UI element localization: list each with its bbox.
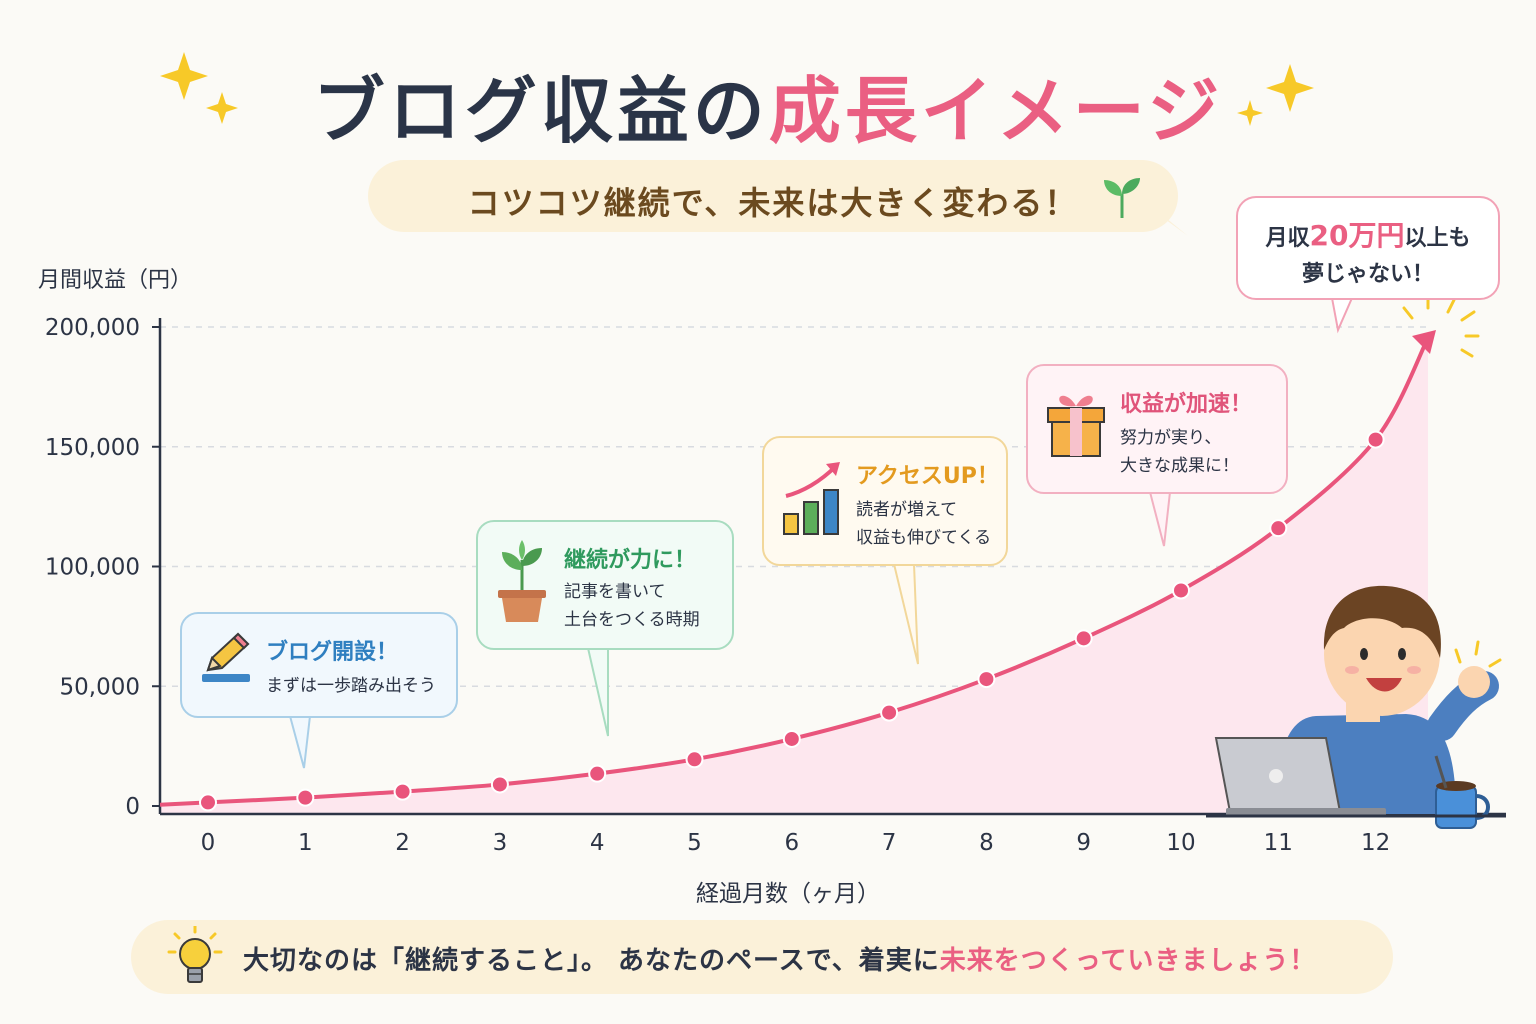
revenue-area bbox=[160, 338, 1428, 813]
data-point bbox=[199, 793, 217, 812]
data-point bbox=[1074, 629, 1093, 648]
x-tick-label: 12 bbox=[1361, 830, 1390, 856]
callout-tail bbox=[893, 563, 919, 665]
callout-acceleration: 収益が加速！ 努力が実り、 大きな成果に！ bbox=[1026, 364, 1288, 494]
callout-access-up: アクセスUP！ 読者が増えて 収益も伸びてくる bbox=[762, 436, 1008, 566]
x-tick-label: 5 bbox=[687, 830, 702, 856]
data-point bbox=[1269, 519, 1288, 538]
x-tick-label: 2 bbox=[395, 830, 410, 856]
data-point bbox=[393, 782, 412, 801]
x-tick-label: 10 bbox=[1166, 830, 1195, 856]
title-part1: ブログ収益の bbox=[312, 69, 769, 153]
subtitle-banner: コツコツ継続で、未来は大きく変わる！ bbox=[368, 160, 1188, 236]
x-tick-label: 0 bbox=[201, 830, 216, 856]
goal-bubble: 月収20万円以上も 夢じゃない！ bbox=[1236, 196, 1500, 300]
sprout-pot-icon bbox=[498, 540, 546, 622]
sparkle-icon bbox=[160, 48, 250, 142]
x-tick-label: 9 bbox=[1076, 830, 1091, 856]
goal-amount: 20万円 bbox=[1309, 219, 1405, 252]
sparkle-icon bbox=[1232, 60, 1322, 144]
callout-tail bbox=[289, 715, 311, 769]
tip-text: 大切なのは「継続すること」。 あなたのペースで、着実に未来をつくっていきましょう… bbox=[243, 946, 1317, 976]
callout-title: 継続が力に！ bbox=[564, 548, 697, 573]
callout-body: 記事を書いて 土台をつくる時期 bbox=[564, 582, 700, 630]
callout-blog-start: ブログ開設！ まずは一歩踏み出そう bbox=[180, 612, 458, 718]
data-point bbox=[685, 750, 704, 769]
sparkle-burst-icon bbox=[1402, 294, 1480, 358]
goal-line-2: 夢じゃない！ bbox=[1301, 262, 1434, 287]
x-tick-label: 6 bbox=[784, 830, 799, 856]
subtitle-text: コツコツ継続で、未来は大きく変わる！ bbox=[467, 184, 1079, 222]
arrow-head-icon bbox=[1412, 330, 1436, 354]
bubble-tail bbox=[1158, 214, 1188, 236]
goal-line-1: 月収20万円以上も bbox=[1265, 219, 1471, 252]
callout-title: 収益が加速！ bbox=[1120, 392, 1253, 417]
y-axis-label: 月間収益（円） bbox=[38, 268, 193, 293]
x-tick-label: 3 bbox=[493, 830, 508, 856]
tip-highlight: 未来をつくっていきましょう！ bbox=[939, 946, 1317, 976]
tip-banner: 大切なのは「継続すること」。 あなたのペースで、着実に未来をつくっていきましょう… bbox=[131, 920, 1393, 994]
callout-body: 読者が増えて 収益も伸びてくる bbox=[856, 500, 992, 548]
callout-title: ブログ開設！ bbox=[266, 640, 399, 665]
title-part2: 成長イメージ bbox=[768, 69, 1224, 153]
data-point bbox=[296, 788, 315, 807]
callout-tail bbox=[1149, 491, 1171, 547]
lightbulb-icon bbox=[167, 926, 223, 983]
y-tick-label: 0 bbox=[125, 794, 140, 820]
y-tick-label: 50,000 bbox=[60, 674, 140, 700]
data-point bbox=[1172, 581, 1190, 600]
pencil-icon bbox=[202, 632, 250, 682]
data-point bbox=[588, 764, 607, 783]
y-tick-label: 100,000 bbox=[45, 555, 140, 581]
x-tick-label: 7 bbox=[882, 830, 897, 856]
callout-tail bbox=[1331, 297, 1353, 334]
data-point bbox=[782, 729, 801, 748]
callout-continuation: 継続が力に！ 記事を書いて 土台をつくる時期 bbox=[476, 520, 734, 650]
callout-body: まずは一歩踏み出そう bbox=[266, 676, 436, 696]
x-tick-label: 11 bbox=[1264, 830, 1293, 856]
rising-bars-icon bbox=[783, 462, 840, 535]
x-tick-label: 1 bbox=[298, 830, 313, 856]
page-title: ブログ収益の成長イメージ bbox=[0, 52, 1536, 157]
x-tick-label: 8 bbox=[979, 830, 994, 856]
x-tick-label: 4 bbox=[590, 830, 605, 856]
data-point bbox=[880, 703, 899, 722]
data-point bbox=[490, 775, 509, 794]
data-point bbox=[1366, 430, 1385, 449]
sprout-icon bbox=[1104, 178, 1140, 218]
x-axis-label: 経過月数（ヶ月） bbox=[696, 881, 880, 907]
callout-title: アクセスUP！ bbox=[856, 464, 999, 489]
gift-icon bbox=[1047, 395, 1105, 457]
y-tick-label: 150,000 bbox=[45, 435, 140, 461]
callout-body: 努力が実り、 大きな成果に！ bbox=[1120, 428, 1239, 476]
data-point bbox=[977, 670, 996, 689]
y-tick-label: 200,000 bbox=[45, 315, 140, 341]
person-with-laptop-illustration bbox=[1206, 585, 1506, 829]
revenue-line bbox=[159, 337, 1430, 807]
callout-tail bbox=[587, 647, 609, 737]
